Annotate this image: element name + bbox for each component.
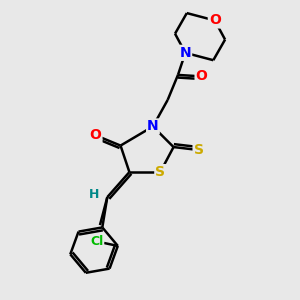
Text: N: N [179, 46, 191, 60]
Text: S: S [155, 165, 165, 179]
Text: S: S [194, 143, 204, 157]
Text: O: O [90, 128, 101, 142]
Text: O: O [196, 69, 208, 83]
Text: O: O [209, 14, 221, 27]
Text: N: N [147, 119, 159, 134]
Text: H: H [89, 188, 99, 201]
Text: Cl: Cl [90, 235, 103, 248]
